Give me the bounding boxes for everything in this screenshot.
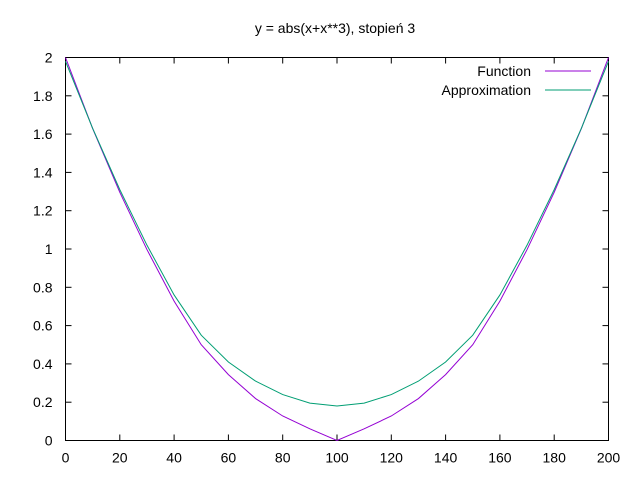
y-tick-label: 1.4 (33, 164, 53, 180)
x-tick-label: 140 (434, 450, 458, 466)
y-tick-label: 1.6 (33, 126, 53, 142)
y-tick-label: 0 (45, 433, 53, 449)
x-tick-label: 80 (275, 450, 291, 466)
legend-label-approximation: Approximation (442, 82, 532, 98)
y-tick-label: 1 (45, 241, 53, 257)
x-tick-label: 20 (112, 450, 128, 466)
x-tick-label: 100 (325, 450, 349, 466)
x-tick-label: 180 (543, 450, 567, 466)
x-tick-label: 160 (488, 450, 512, 466)
y-tick-label: 0.4 (33, 356, 53, 372)
chart-title: y = abs(x+x**3), stopień 3 (255, 20, 416, 36)
series-line-approximation (65, 61, 609, 407)
series-layer (65, 57, 609, 442)
y-tick-label: 1.8 (33, 88, 53, 104)
x-tick-label: 200 (597, 450, 621, 466)
y-tick-label: 0.8 (33, 279, 53, 295)
x-tick-label: 0 (62, 450, 70, 466)
x-tick-label: 120 (380, 450, 404, 466)
x-axis: 0 20 40 60 80 100 120 140 160 180 200 (62, 57, 621, 466)
x-tick-label: 60 (221, 450, 237, 466)
y-tick-label: 0.6 (33, 318, 53, 334)
series-line-function (65, 57, 609, 442)
y-tick-label: 0.2 (33, 394, 53, 410)
y-axis: 0 0.2 0.4 0.6 0.8 1 1.2 1.4 1.6 1.8 2 (33, 50, 609, 449)
x-tick-label: 40 (166, 450, 182, 466)
legend: Function Approximation (442, 63, 591, 98)
legend-label-function: Function (477, 63, 531, 79)
y-tick-label: 1.2 (33, 203, 53, 219)
y-tick-label: 2 (45, 50, 53, 66)
